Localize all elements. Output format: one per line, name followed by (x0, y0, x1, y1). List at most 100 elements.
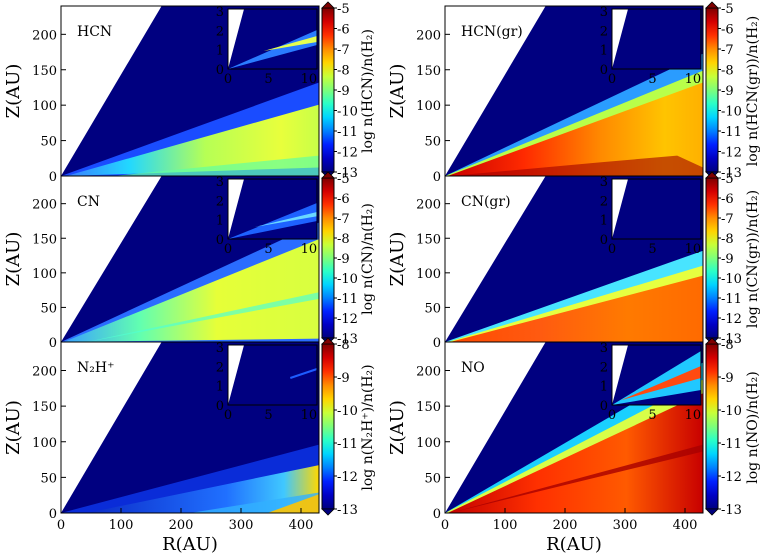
y-tick-label: 50 (424, 135, 441, 150)
inset-y-tick-label: 1 (216, 214, 224, 229)
y-tick-label: 100 (32, 267, 57, 282)
colorbar-tick-label: -12 (721, 312, 742, 327)
x-tick-label: 200 (169, 518, 194, 533)
inset-y-tick-label: 2 (600, 360, 608, 375)
colorbar-tick-label: -12 (337, 470, 358, 485)
inset-x-tick-label: 10 (685, 242, 702, 257)
y-tick-label: 100 (416, 99, 441, 114)
inset-y-tick-label: 1 (600, 214, 608, 229)
y-tick-label: 150 (416, 400, 441, 415)
y-tick-label: 50 (40, 301, 57, 316)
colorbar-tick-label: -10 (337, 404, 358, 419)
abundance-layer-band (86, 292, 319, 342)
colorbar-tick-label: -5 (721, 172, 734, 187)
abundance-layer-midplane (112, 155, 319, 176)
y-tick-label: 100 (32, 99, 57, 114)
x-tick-label: 0 (441, 518, 449, 533)
y-axis-label: Z(AU) (387, 400, 408, 455)
inset-x-tick-label: 5 (264, 408, 272, 423)
colorbar-tick-label: -13 (721, 332, 742, 347)
colorbar (321, 7, 335, 173)
inset-x-tick-label: 5 (264, 72, 272, 87)
colorbar-label: log n(N₂H⁺)/n(H₂) (360, 364, 376, 490)
y-tick-label: 150 (32, 232, 57, 247)
inset-x-tick-label: 10 (301, 408, 318, 423)
y-tick-label: 50 (424, 471, 441, 486)
colorbar-tick-label: -7 (721, 212, 734, 227)
y-axis-label: Z(AU) (3, 64, 24, 119)
inset-y-tick-label: 2 (216, 24, 224, 39)
inset-peak (263, 36, 317, 51)
colorbar-tick-label: -8 (337, 64, 350, 79)
colorbar-tick-label: -11 (721, 125, 742, 140)
colorbar-tick-label: -8 (337, 232, 350, 247)
colorbar-tick-label: -13 (337, 332, 358, 347)
inset-y-tick-label: 1 (600, 44, 608, 59)
inset-x-tick-label: 5 (648, 408, 656, 423)
y-tick-label: 50 (40, 135, 57, 150)
x-tick-label: 200 (553, 518, 578, 533)
inset-x-tick-label: 0 (224, 242, 232, 257)
colorbar-tick-label: -9 (337, 371, 350, 386)
x-tick-label: 100 (109, 518, 134, 533)
species-label: CN(gr) (461, 194, 511, 210)
y-tick-label: 150 (32, 64, 57, 79)
x-tick-label: 100 (493, 518, 518, 533)
colorbar-tick-label: -5 (337, 2, 350, 17)
x-axis-label: R(AU) (162, 534, 218, 555)
y-tick-label: 100 (416, 436, 441, 451)
colorbar-tick-label: -11 (337, 437, 358, 452)
colorbar-tick-label: -13 (337, 503, 358, 518)
colorbar-tick-label: -12 (721, 146, 742, 161)
inset-band (289, 368, 318, 379)
inset-x-tick-label: 5 (264, 242, 272, 257)
colorbar-tick-label: -13 (721, 166, 742, 181)
colorbar (705, 343, 719, 510)
y-tick-label: 0 (49, 336, 57, 351)
y-tick-label: 200 (416, 28, 441, 43)
y-tick-label: 200 (32, 365, 57, 380)
colorbar-tick-label: -9 (337, 252, 350, 267)
abundance-layer-main (450, 275, 703, 342)
colorbar (705, 7, 719, 173)
species-label: HCN (77, 24, 112, 40)
y-tick-label: 0 (49, 507, 57, 522)
inset-y-tick-label: 1 (216, 380, 224, 395)
inset-x-tick-label: 10 (685, 408, 702, 423)
colorbar-tick-label: -9 (721, 84, 734, 99)
x-tick-label: 400 (673, 518, 698, 533)
inset-y-tick-label: 3 (216, 175, 224, 190)
colorbar-tick-label: -9 (337, 84, 350, 99)
colorbar-tick-label: -8 (721, 64, 734, 79)
abundance-layer-main (63, 239, 319, 342)
colorbar-tick-label: -6 (721, 23, 734, 38)
colorbar-tick-label: -11 (337, 292, 358, 307)
species-label: N₂H⁺ (77, 360, 114, 376)
y-tick-label: 0 (433, 336, 441, 351)
inset-y-tick-label: 0 (216, 399, 224, 414)
y-tick-label: 200 (416, 198, 441, 213)
y-tick-label: 0 (433, 507, 441, 522)
x-tick-label: 300 (229, 518, 254, 533)
inset-y-tick-label: 2 (216, 360, 224, 375)
inset-y-tick-label: 2 (600, 24, 608, 39)
inset-y-tick-label: 0 (216, 63, 224, 78)
abundance-layer-main (447, 393, 703, 513)
inset-x-tick-label: 5 (648, 242, 656, 257)
inset-x-tick-label: 0 (224, 408, 232, 423)
colorbar-tick-label: -8 (721, 338, 734, 353)
inset-y-tick-label: 3 (216, 341, 224, 356)
colorbar-label: log n(CN)/n(H₂) (360, 203, 376, 315)
colorbar-tick-label: -11 (721, 292, 742, 307)
colorbar-tick-label: -10 (721, 105, 742, 120)
y-tick-label: 150 (32, 400, 57, 415)
colorbar-tick-label: -6 (337, 23, 350, 38)
inset-peak (254, 212, 317, 227)
colorbar-label: log n(HCN(gr))/n(H₂) (745, 16, 761, 167)
colorbar-tick-label: -8 (337, 338, 350, 353)
inset-x-tick-label: 5 (648, 72, 656, 87)
